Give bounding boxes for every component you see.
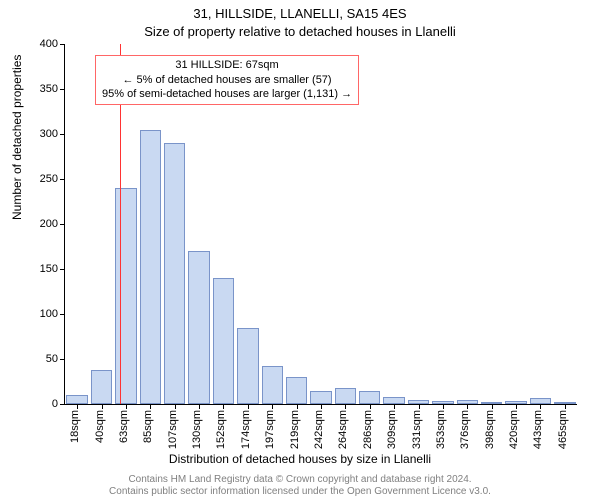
histogram-bar xyxy=(115,188,136,404)
annotation-line: 95% of semi-detached houses are larger (… xyxy=(102,87,352,102)
xtick xyxy=(419,404,420,409)
xtick-label: 309sqm xyxy=(386,410,398,449)
xtick-label: 219sqm xyxy=(289,410,301,449)
xtick-label: 264sqm xyxy=(337,410,349,449)
xtick xyxy=(443,404,444,409)
xtick-label: 40sqm xyxy=(94,410,106,443)
xtick-label: 443sqm xyxy=(532,410,544,449)
yaxis-label: Number of detached properties xyxy=(10,55,24,220)
ytick-label: 100 xyxy=(40,308,65,320)
xtick xyxy=(248,404,249,409)
ytick-label: 250 xyxy=(40,173,65,185)
xaxis-label: Distribution of detached houses by size … xyxy=(0,452,600,466)
page-subtitle: Size of property relative to detached ho… xyxy=(0,24,600,39)
xtick-label: 107sqm xyxy=(167,410,179,449)
histogram-plot: 05010015020025030035040018sqm40sqm63sqm8… xyxy=(64,44,577,405)
ytick-label: 400 xyxy=(40,38,65,50)
xtick-label: 353sqm xyxy=(435,410,447,449)
page-title: 31, HILLSIDE, LLANELLI, SA15 4ES xyxy=(0,6,600,21)
xtick xyxy=(175,404,176,409)
histogram-bar xyxy=(164,143,185,404)
xtick-label: 130sqm xyxy=(191,410,203,449)
ytick-label: 0 xyxy=(52,398,65,410)
xtick-label: 18sqm xyxy=(69,410,81,443)
xtick xyxy=(394,404,395,409)
xtick xyxy=(297,404,298,409)
xtick xyxy=(492,404,493,409)
histogram-bar xyxy=(310,391,331,405)
xtick xyxy=(516,404,517,409)
xtick-label: 465sqm xyxy=(557,410,569,449)
ytick-label: 300 xyxy=(40,128,65,140)
histogram-bar xyxy=(140,130,161,405)
xtick xyxy=(272,404,273,409)
histogram-bar xyxy=(262,366,283,404)
histogram-bar xyxy=(335,388,356,404)
footer-line1: Contains HM Land Registry data © Crown c… xyxy=(0,474,600,486)
xtick-label: 286sqm xyxy=(362,410,374,449)
xtick-label: 85sqm xyxy=(142,410,154,443)
xtick xyxy=(345,404,346,409)
xtick xyxy=(321,404,322,409)
xtick xyxy=(199,404,200,409)
ytick-label: 350 xyxy=(40,83,65,95)
histogram-bar xyxy=(213,278,234,404)
xtick xyxy=(540,404,541,409)
xtick-label: 376sqm xyxy=(459,410,471,449)
xtick-label: 152sqm xyxy=(215,410,227,449)
xtick-label: 197sqm xyxy=(264,410,276,449)
xtick-label: 420sqm xyxy=(508,410,520,449)
ytick-label: 150 xyxy=(40,263,65,275)
xtick-label: 331sqm xyxy=(411,410,423,449)
xtick-label: 398sqm xyxy=(484,410,496,449)
ytick-label: 50 xyxy=(46,353,65,365)
footer-line2: Contains public sector information licen… xyxy=(0,486,600,498)
xtick xyxy=(102,404,103,409)
histogram-bar xyxy=(188,251,209,404)
histogram-bar xyxy=(286,377,307,404)
xtick-label: 63sqm xyxy=(118,410,130,443)
xtick-label: 242sqm xyxy=(313,410,325,449)
xtick xyxy=(77,404,78,409)
annotation-box: 31 HILLSIDE: 67sqm← 5% of detached house… xyxy=(95,55,359,106)
xtick xyxy=(223,404,224,409)
histogram-bar xyxy=(383,397,404,404)
histogram-bar xyxy=(91,370,112,404)
ytick-label: 200 xyxy=(40,218,65,230)
histogram-bar xyxy=(66,395,87,404)
xtick xyxy=(150,404,151,409)
xtick xyxy=(370,404,371,409)
xtick xyxy=(565,404,566,409)
footer-attribution: Contains HM Land Registry data © Crown c… xyxy=(0,474,600,498)
annotation-line: ← 5% of detached houses are smaller (57) xyxy=(102,73,352,88)
xtick xyxy=(126,404,127,409)
annotation-line: 31 HILLSIDE: 67sqm xyxy=(102,58,352,73)
histogram-bar xyxy=(359,391,380,404)
xtick xyxy=(467,404,468,409)
histogram-bar xyxy=(237,328,258,405)
xtick-label: 174sqm xyxy=(240,410,252,449)
